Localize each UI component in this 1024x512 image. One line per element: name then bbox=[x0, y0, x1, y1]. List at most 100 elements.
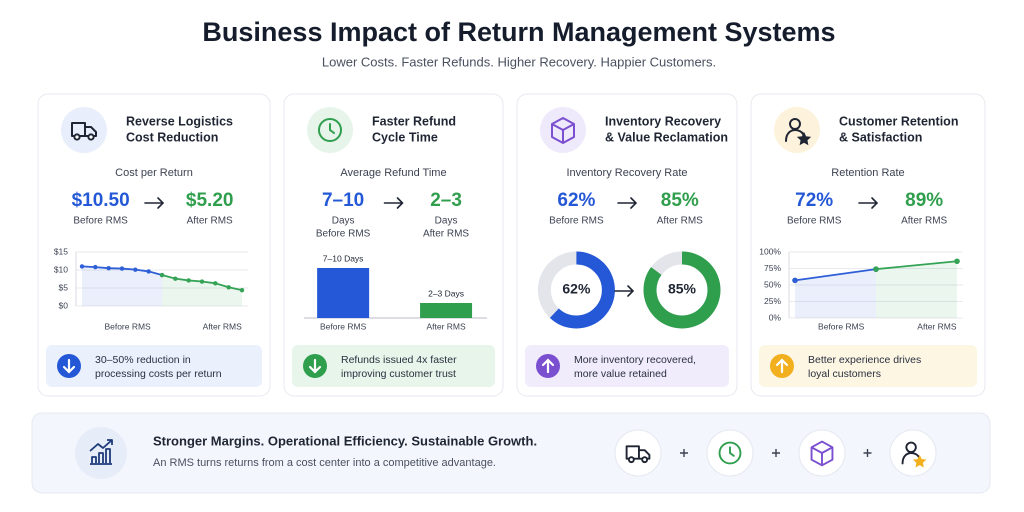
after-value: 89% bbox=[905, 190, 943, 211]
card-title: Inventory Recovery bbox=[605, 114, 721, 128]
point bbox=[93, 264, 98, 270]
before-value: 72% bbox=[795, 190, 833, 211]
note-icon bbox=[541, 358, 555, 374]
before-label: Before RMS bbox=[73, 216, 128, 227]
footer-badge-icon bbox=[718, 441, 742, 465]
donut-arc bbox=[537, 251, 615, 329]
point bbox=[106, 266, 111, 271]
note-icon bbox=[775, 358, 789, 374]
card-title: Reverse Logistics bbox=[126, 114, 233, 128]
point bbox=[954, 258, 960, 265]
point bbox=[213, 281, 218, 286]
icon-shape bbox=[901, 452, 920, 465]
x-label: After RMS bbox=[426, 321, 466, 331]
icon-shape bbox=[62, 358, 76, 374]
area bbox=[876, 261, 957, 318]
area bbox=[162, 275, 242, 306]
note-text: Better experience drives bbox=[808, 354, 921, 366]
card-title: Customer Retention bbox=[839, 114, 958, 128]
metric-label: Average Refund Time bbox=[340, 167, 446, 179]
card bbox=[750, 93, 986, 397]
metric-label: Inventory Recovery Rate bbox=[566, 167, 687, 179]
icon-shape bbox=[541, 358, 555, 374]
line bbox=[794, 268, 877, 282]
point bbox=[79, 264, 85, 269]
arrow bbox=[383, 197, 404, 209]
plus bbox=[772, 449, 780, 457]
icon-shape bbox=[71, 122, 97, 137]
icon-shape bbox=[551, 117, 575, 144]
icon-shape bbox=[329, 123, 335, 134]
y-tick-label: 25% bbox=[764, 296, 781, 306]
arrow bbox=[614, 285, 635, 297]
footer-badge-icon bbox=[810, 440, 834, 467]
note-text: improving customer trust bbox=[341, 368, 456, 380]
after-label: After RMS bbox=[657, 216, 703, 227]
area bbox=[795, 269, 876, 318]
before-value: $10.50 bbox=[72, 190, 130, 211]
y-tick-label: 75% bbox=[764, 263, 781, 273]
after-value: $5.20 bbox=[186, 190, 234, 211]
x-label: After RMS bbox=[203, 321, 243, 331]
point bbox=[173, 276, 178, 281]
donut-label: 85% bbox=[668, 281, 697, 297]
point bbox=[792, 277, 798, 284]
footer-title: Stronger Margins. Operational Efficiency… bbox=[153, 433, 537, 448]
card-title: Faster Refund bbox=[372, 114, 456, 128]
note-text: processing costs per return bbox=[95, 368, 222, 380]
note-text: more value retained bbox=[574, 368, 667, 380]
icon-shape bbox=[308, 358, 322, 374]
metric-label: Retention Rate bbox=[831, 167, 904, 179]
arrow bbox=[858, 197, 879, 209]
before-label: Before RMS bbox=[787, 216, 842, 227]
page-subtitle: Lower Costs. Faster Refunds. Higher Reco… bbox=[322, 54, 716, 69]
after-label: After RMS bbox=[187, 216, 233, 227]
donut-label: 62% bbox=[562, 281, 591, 297]
before-label: Before RMS bbox=[316, 229, 371, 240]
card-title: & Value Reclamation bbox=[605, 130, 728, 144]
icon-shape bbox=[905, 441, 917, 453]
point bbox=[186, 278, 191, 283]
icon-shape bbox=[912, 454, 927, 468]
footer-panel bbox=[31, 412, 991, 494]
after-value: 2–3 bbox=[430, 190, 462, 211]
before-value: 62% bbox=[557, 190, 595, 211]
icon-shape bbox=[73, 133, 81, 141]
note-box bbox=[292, 345, 495, 387]
y-tick-label: $15 bbox=[54, 246, 68, 256]
icon-shape bbox=[89, 439, 113, 465]
footer-icon bbox=[89, 439, 113, 465]
point bbox=[146, 269, 151, 274]
card-title: & Satisfaction bbox=[839, 130, 922, 144]
y-tick-label: 0% bbox=[769, 312, 782, 322]
icon-shape bbox=[87, 133, 95, 141]
point bbox=[159, 272, 165, 278]
icon-shape bbox=[810, 440, 834, 467]
bar-label: 7–10 Days bbox=[323, 253, 364, 263]
after-value: 85% bbox=[661, 190, 699, 211]
note-box bbox=[525, 345, 729, 387]
y-tick-label: 100% bbox=[759, 246, 781, 256]
note-icon bbox=[308, 358, 322, 374]
arrow bbox=[617, 197, 638, 209]
before-label: Days bbox=[332, 216, 355, 227]
footer-badge-icon bbox=[625, 445, 651, 464]
point bbox=[133, 267, 138, 272]
y-tick-label: $5 bbox=[59, 282, 69, 292]
x-label: Before RMS bbox=[320, 321, 367, 331]
card-title: Cost Reduction bbox=[126, 130, 218, 144]
note-text: Refunds issued 4x faster bbox=[341, 354, 457, 366]
page-title: Business Impact of Return Management Sys… bbox=[202, 17, 835, 47]
bar bbox=[420, 303, 473, 318]
card-title: Cycle Time bbox=[372, 130, 438, 144]
arrow bbox=[144, 197, 165, 209]
note-text: More inventory recovered, bbox=[574, 354, 696, 366]
after-label: After RMS bbox=[423, 229, 469, 240]
note-icon bbox=[62, 358, 76, 374]
after-label: After RMS bbox=[901, 216, 947, 227]
icon-shape bbox=[718, 441, 742, 465]
y-tick-label: $10 bbox=[54, 264, 68, 274]
donut-arc bbox=[643, 251, 721, 329]
card bbox=[283, 93, 504, 397]
